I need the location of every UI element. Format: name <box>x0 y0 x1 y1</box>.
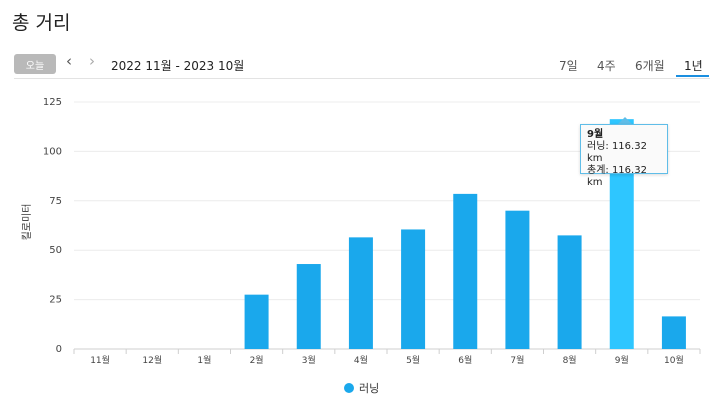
y-tick-label: 25 <box>49 295 62 306</box>
bar[interactable] <box>401 229 426 349</box>
period-tabs: 7일 4주 6개월 1년 <box>0 57 724 77</box>
tab-1y[interactable]: 1년 <box>684 59 703 73</box>
x-axis-ticks: 11월 12월 1월 2월 3월 4월 5월 6월 7월 8월 9월 10월 <box>73 349 701 366</box>
active-tab-indicator <box>676 75 709 77</box>
tooltip-title: 9월 <box>587 129 604 140</box>
legend-label: 러닝 <box>359 382 380 395</box>
tab-4w[interactable]: 4주 <box>597 59 616 73</box>
chevron-right-icon[interactable]: › <box>89 52 95 70</box>
bar[interactable] <box>296 264 321 349</box>
bars <box>244 119 686 350</box>
today-button[interactable]: 오늘 <box>14 54 56 74</box>
x-tick-label: 9월 <box>615 354 629 366</box>
x-tick-label: 12월 <box>142 354 162 366</box>
bar[interactable] <box>609 119 634 350</box>
bar[interactable] <box>505 210 530 349</box>
y-tick-label: 100 <box>43 146 62 157</box>
x-tick-label: 7월 <box>510 354 524 366</box>
bar[interactable] <box>348 237 373 349</box>
x-tick-label: 10월 <box>664 354 684 366</box>
y-axis-ticks: 0 25 50 75 100 125 <box>43 97 62 355</box>
tooltip-line-running: 러닝: 116.32 km <box>587 141 647 164</box>
y-tick-label: 0 <box>56 344 62 355</box>
tooltip-line-total: 총계: 116.32 km <box>587 165 647 188</box>
x-tick-label: 3월 <box>302 354 316 366</box>
tab-7d[interactable]: 7일 <box>559 59 578 73</box>
x-tick-label: 4월 <box>354 354 368 366</box>
y-tick-label: 75 <box>49 196 62 207</box>
tooltip: 9월 러닝: 116.32 km 총계: 116.32 km <box>580 124 668 188</box>
x-tick-label: 6월 <box>458 354 472 366</box>
bar[interactable] <box>661 316 686 349</box>
x-tick-label: 8월 <box>563 354 577 366</box>
header-divider <box>14 78 710 79</box>
legend[interactable]: 러닝 <box>344 380 379 396</box>
date-range-label: 2022 11월 - 2023 10월 <box>111 59 245 73</box>
tab-6m[interactable]: 6개월 <box>635 59 665 73</box>
bar[interactable] <box>557 235 582 349</box>
chevron-left-icon[interactable]: ‹ <box>66 52 72 70</box>
bar[interactable] <box>244 294 269 349</box>
y-axis-label: 킬로미터 <box>20 204 33 241</box>
x-tick-label: 11월 <box>90 354 110 366</box>
page-title: 총 거리 <box>12 12 71 34</box>
y-tick-label: 50 <box>49 245 62 256</box>
bar[interactable] <box>453 193 478 349</box>
x-tick-label: 5월 <box>406 354 420 366</box>
x-tick-label: 2월 <box>250 354 264 366</box>
tooltip-caret <box>618 117 632 124</box>
x-tick-label: 1월 <box>197 354 211 366</box>
legend-swatch <box>344 383 354 393</box>
y-tick-label: 125 <box>43 97 62 108</box>
